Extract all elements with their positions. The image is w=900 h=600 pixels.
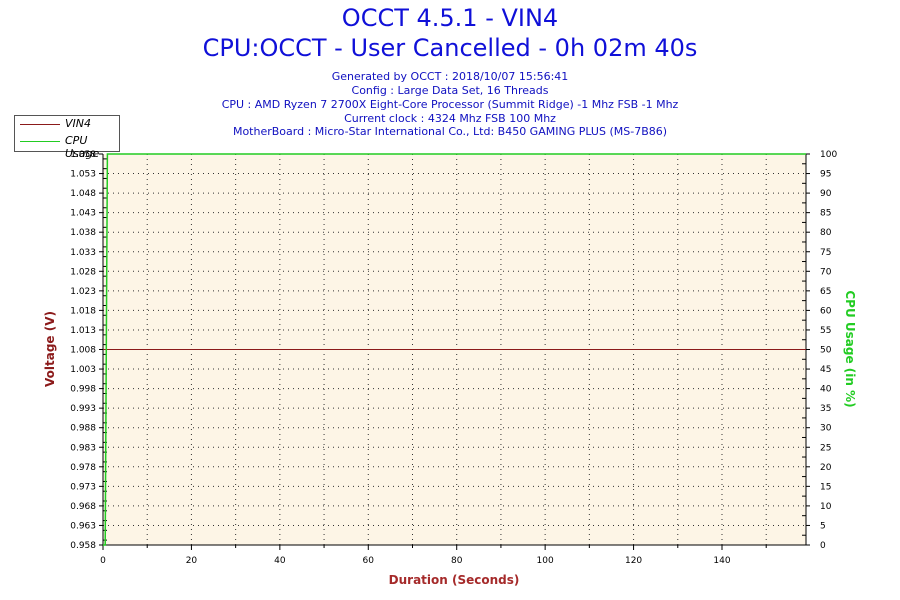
- x-tick-label: 60: [363, 556, 375, 566]
- y2-tick-label-right: 20: [820, 463, 832, 473]
- y2-tick-label-right: 35: [820, 404, 831, 414]
- y2-tick-label-right: 85: [820, 209, 831, 219]
- y-tick-label-left: 1.038: [70, 228, 96, 238]
- series-line-cpu-usage: [103, 153, 806, 546]
- y-tick-label-left: 1.023: [70, 287, 96, 297]
- x-tick-label: 40: [274, 556, 286, 566]
- y-tick-label-left: 0.993: [70, 404, 96, 414]
- y2-tick-label-right: 5: [820, 521, 826, 531]
- y-tick-label-left: 0.973: [70, 482, 96, 492]
- info-clock: Current clock : 4324 Mhz FSB 100 Mhz: [344, 112, 556, 125]
- y2-tick-label-right: 30: [820, 424, 832, 434]
- y2-tick-label-right: 40: [820, 385, 832, 395]
- y-tick-label-left: 1.018: [70, 306, 96, 316]
- y-tick-label-left: 0.988: [70, 424, 96, 434]
- y-tick-label-left: 1.013: [70, 326, 96, 336]
- y-tick-label-left: 1.043: [70, 209, 96, 219]
- legend-label-vin4: VIN4: [65, 117, 91, 130]
- info-motherboard: MotherBoard : Micro-Star International C…: [232, 125, 668, 138]
- x-axis-label: Duration (Seconds): [389, 573, 520, 587]
- y2-tick-label-right: 50: [820, 346, 832, 356]
- legend-swatch-cpu-usage: [20, 141, 60, 142]
- legend-label-cpu-usage: CPU Usage: [65, 134, 100, 160]
- y2-tick-label-right: 55: [820, 326, 831, 336]
- y2-tick-label-right: 65: [820, 287, 831, 297]
- y2-tick-label-right: 0: [820, 541, 826, 551]
- y-tick-label-left: 1.058: [70, 150, 96, 160]
- x-tick-label: 20: [186, 556, 198, 566]
- y2-tick-label-right: 70: [820, 267, 832, 277]
- y-tick-label-left: 0.978: [70, 463, 96, 473]
- y-axis-label-left: Voltage (V): [43, 311, 57, 387]
- y-tick-label-left: 1.008: [70, 346, 96, 356]
- legend: VIN4 CPU Usage: [14, 115, 120, 160]
- chart-subtitle: CPU:OCCT - User Cancelled - 0h 02m 40s: [202, 34, 698, 62]
- y2-tick-label-right: 60: [820, 306, 832, 316]
- y2-tick-label-right: 90: [820, 189, 832, 199]
- legend-item-vin4: VIN4: [15, 116, 119, 133]
- legend-item-cpu-usage: CPU Usage: [15, 133, 119, 160]
- x-tick-label: 100: [537, 556, 554, 566]
- y2-tick-label-right: 45: [820, 365, 831, 375]
- info-generated: Generated by OCCT : 2018/10/07 15:56:41: [331, 70, 569, 83]
- info-config: Config : Large Data Set, 16 Threads: [351, 84, 549, 97]
- y-tick-label-left: 1.048: [70, 189, 96, 199]
- y-tick-label-left: 0.968: [70, 502, 96, 512]
- y-tick-label-left: 1.053: [70, 170, 96, 180]
- y-tick-label-left: 0.983: [70, 443, 96, 453]
- y-tick-label-left: 1.033: [70, 248, 96, 258]
- x-tick-label: 120: [625, 556, 642, 566]
- y-tick-label-left: 1.003: [70, 365, 96, 375]
- y2-tick-label-right: 95: [820, 170, 831, 180]
- y-tick-label-left: 0.998: [70, 385, 96, 395]
- x-tick-label: 0: [100, 556, 106, 566]
- x-tick-label: 140: [713, 556, 730, 566]
- legend-swatch-vin4: [20, 124, 60, 125]
- y2-tick-label-right: 80: [820, 228, 832, 238]
- y-tick-label-left: 0.963: [70, 521, 96, 531]
- y2-tick-label-right: 15: [820, 482, 831, 492]
- chart-title: OCCT 4.5.1 - VIN4: [341, 4, 559, 32]
- info-cpu: CPU : AMD Ryzen 7 2700X Eight-Core Proce…: [221, 98, 679, 111]
- y2-tick-label-right: 25: [820, 443, 831, 453]
- x-tick-label: 80: [451, 556, 463, 566]
- y2-tick-label-right: 75: [820, 248, 831, 258]
- y-tick-label-left: 1.028: [70, 267, 96, 277]
- y-tick-label-left: 0.958: [70, 541, 96, 551]
- y2-tick-label-right: 10: [820, 502, 832, 512]
- y-axis-label-right: CPU Usage (in %): [843, 290, 857, 407]
- y2-tick-label-right: 100: [820, 150, 837, 160]
